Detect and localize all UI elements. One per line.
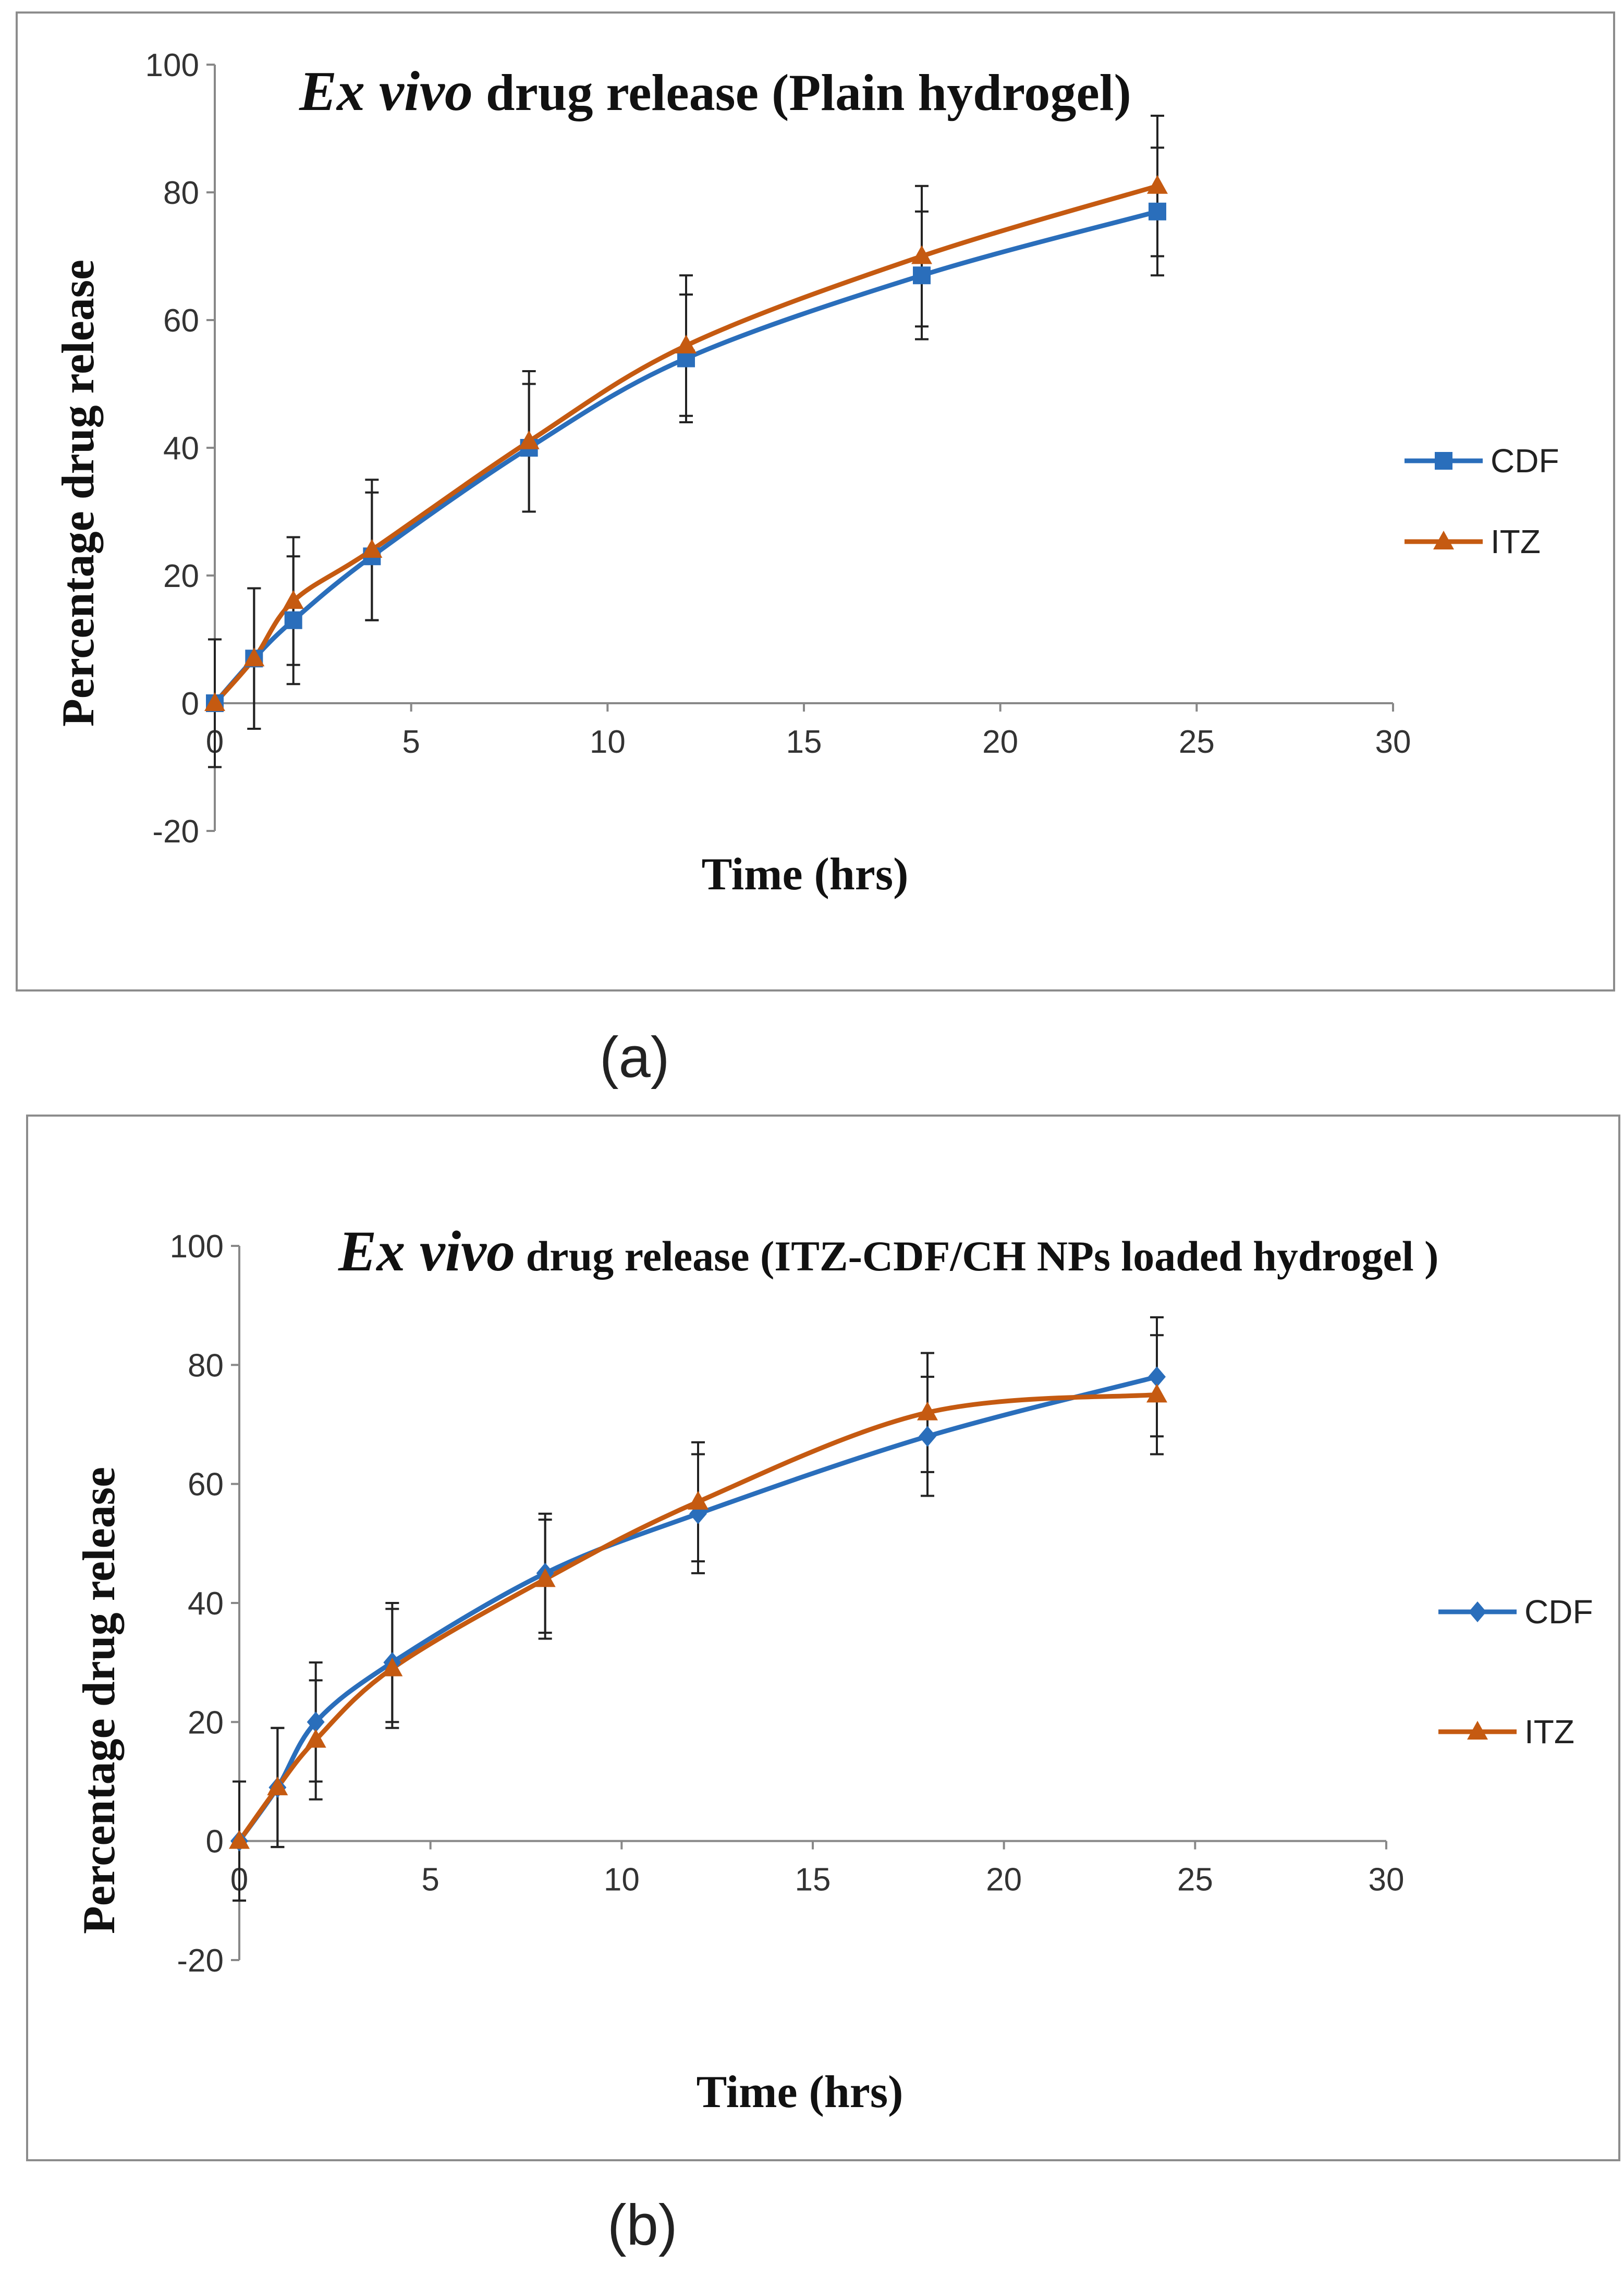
chart-a-legend-CDF-label: CDF bbox=[1491, 442, 1559, 480]
chart-b-series-ITZ-point bbox=[382, 1657, 403, 1676]
chart-b-series-ITZ-point bbox=[267, 1776, 288, 1795]
chart-b-title: Ex vivo drug release (ITZ-CDF/CH NPs loa… bbox=[338, 1219, 1438, 1283]
chart-a-series-CDF-point bbox=[1149, 202, 1166, 221]
caption-b: (b) bbox=[607, 2193, 678, 2257]
caption-a: (a) bbox=[600, 1025, 670, 1090]
chart-a-x-tick-label: 15 bbox=[786, 724, 822, 760]
chart-a-series-ITZ-point bbox=[204, 692, 225, 711]
chart-b-legend-CDF-label: CDF bbox=[1524, 1593, 1593, 1631]
chart-panel-a: -20 0 20 40 60 80 100 0 5 10 15 20 25 30 Time (hrs) Per… bbox=[16, 11, 1615, 992]
chart-b-x-tick-label: 5 bbox=[421, 1862, 439, 1898]
chart-a-x-tick-label: 20 bbox=[982, 724, 1018, 760]
chart-b-series-ITZ-point bbox=[305, 1729, 326, 1748]
chart-a-x-axis-title: Time (hrs) bbox=[702, 849, 909, 900]
chart-a-y-tick-label: 60 bbox=[163, 303, 199, 339]
chart-b-title-italic: Ex vivo bbox=[338, 1219, 515, 1283]
chart-a-series-ITZ-point bbox=[1147, 175, 1168, 194]
chart-a-y-axis-title: Percentage drug release bbox=[53, 260, 104, 727]
chart-panel-b: -20 0 20 40 60 80 100 0 5 10 15 20 25 30 Time (hrs) Per… bbox=[26, 1115, 1620, 2161]
chart-a-y-tick-label: 100 bbox=[145, 47, 199, 83]
chart-a-x-tick-label: 30 bbox=[1375, 724, 1411, 760]
chart-b-series-CDF-point bbox=[1148, 1366, 1166, 1388]
chart-b-legend-CDF-marker bbox=[1469, 1601, 1486, 1622]
chart-a-title-rest: drug release (Plain hydrogel) bbox=[473, 64, 1131, 121]
chart-a-series-ITZ-point bbox=[243, 647, 265, 667]
chart-a-y-tick-label: 0 bbox=[181, 686, 199, 722]
chart-b-legend-ITZ-label: ITZ bbox=[1524, 1713, 1574, 1751]
chart-b-x-axis-title: Time (hrs) bbox=[697, 2067, 903, 2117]
chart-a-series-CDF-point bbox=[284, 611, 302, 629]
chart-a-series-ITZ-line bbox=[213, 183, 1158, 705]
chart-a-title-italic: Ex vivo bbox=[299, 60, 473, 123]
chart-b-x-tick-label: 25 bbox=[1177, 1862, 1213, 1898]
chart-b-x-tick-label: 20 bbox=[986, 1862, 1022, 1898]
chart-b-series-ITZ-point bbox=[1146, 1384, 1167, 1403]
chart-b-y-tick-label: 0 bbox=[206, 1824, 224, 1860]
chart-a-series-ITZ-point bbox=[676, 335, 697, 353]
chart-a-series-CDF-point bbox=[913, 266, 931, 285]
chart-a-series-CDF-line bbox=[213, 209, 1158, 705]
chart-b-y-tick-label: -20 bbox=[177, 1943, 224, 1979]
chart-b-y-tick-label: 80 bbox=[188, 1348, 224, 1384]
chart-a-x-tick-label: 5 bbox=[402, 724, 420, 760]
chart-a-series-ITZ-point bbox=[361, 539, 383, 558]
chart-b-y-tick-label: 20 bbox=[188, 1705, 224, 1741]
chart-a-legend-ITZ-label: ITZ bbox=[1491, 523, 1541, 560]
chart-b-series-ITZ-point bbox=[688, 1490, 709, 1510]
chart-b-series-ITZ-point bbox=[917, 1401, 938, 1421]
chart-b-series-ITZ-line bbox=[237, 1392, 1157, 1843]
chart-b-x-tick-label: 10 bbox=[604, 1862, 640, 1898]
chart-b-series-ITZ-point bbox=[229, 1830, 250, 1849]
chart-a-legend-CDF-marker bbox=[1435, 452, 1452, 470]
chart-b-series-CDF-point bbox=[307, 1711, 325, 1733]
chart-a-x-tick-label: 25 bbox=[1179, 724, 1215, 760]
chart-a-y-tick-label: 20 bbox=[163, 558, 199, 594]
chart-a-y-tick-label: 40 bbox=[163, 431, 199, 467]
chart-b-series-ITZ-point bbox=[534, 1568, 556, 1587]
chart-b-y-tick-label: 100 bbox=[170, 1229, 224, 1265]
chart-a-legend-ITZ-marker bbox=[1433, 531, 1454, 549]
chart-b-x-tick-label: 30 bbox=[1369, 1862, 1405, 1898]
chart-b-series-CDF-point bbox=[919, 1426, 936, 1447]
chart-a-series-ITZ-point bbox=[283, 590, 304, 609]
chart-b-y-tick-label: 60 bbox=[188, 1467, 224, 1503]
chart-b-title-rest: drug release (ITZ-CDF/CH NPs loaded hydr… bbox=[515, 1232, 1438, 1280]
chart-b-y-axis-title: Percentage drug release bbox=[74, 1467, 125, 1934]
chart-a-title: Ex vivo drug release (Plain hydrogel) bbox=[299, 60, 1131, 123]
chart-b-x-tick-label: 15 bbox=[795, 1862, 831, 1898]
chart-a-series-ITZ-point bbox=[911, 245, 932, 264]
chart-b-y-tick-label: 40 bbox=[188, 1586, 224, 1622]
chart-a-series-ITZ-point bbox=[518, 430, 540, 449]
chart-a-y-tick-label: -20 bbox=[152, 814, 199, 850]
chart-b-legend-ITZ-marker bbox=[1467, 1721, 1488, 1740]
chart-a-x-tick-label: 10 bbox=[590, 724, 626, 760]
chart-a-y-tick-label: 80 bbox=[163, 175, 199, 211]
